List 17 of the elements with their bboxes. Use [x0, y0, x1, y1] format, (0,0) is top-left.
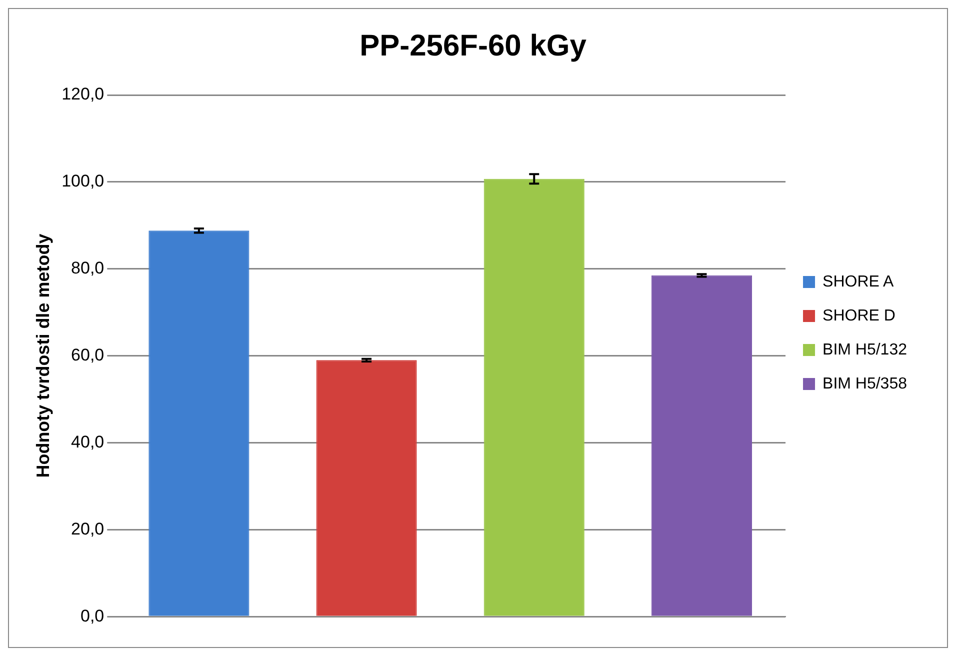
legend-label: BIM H5/358: [822, 375, 908, 392]
y-axis-title: Hodnoty tvrdosti dle metody: [32, 234, 53, 478]
y-tick-label: 80,0: [71, 258, 104, 278]
y-tick-label: 40,0: [71, 432, 104, 452]
bar: [316, 360, 417, 616]
y-tick-label: 20,0: [71, 519, 104, 538]
y-tick-label: 120,0: [62, 84, 104, 104]
bar: [484, 178, 584, 616]
legend-label: BIM H5/132: [822, 341, 908, 358]
y-tick-label: 0,0: [80, 606, 104, 626]
bar: [651, 275, 752, 616]
y-tick-label: 60,0: [71, 345, 104, 364]
bar: [148, 230, 250, 616]
y-tick-label: 100,0: [62, 172, 104, 191]
legend-label: SHORE D: [822, 307, 896, 324]
chart-title: PP-256F-60 kGy: [360, 29, 587, 62]
legend-label: SHORE A: [822, 273, 894, 290]
